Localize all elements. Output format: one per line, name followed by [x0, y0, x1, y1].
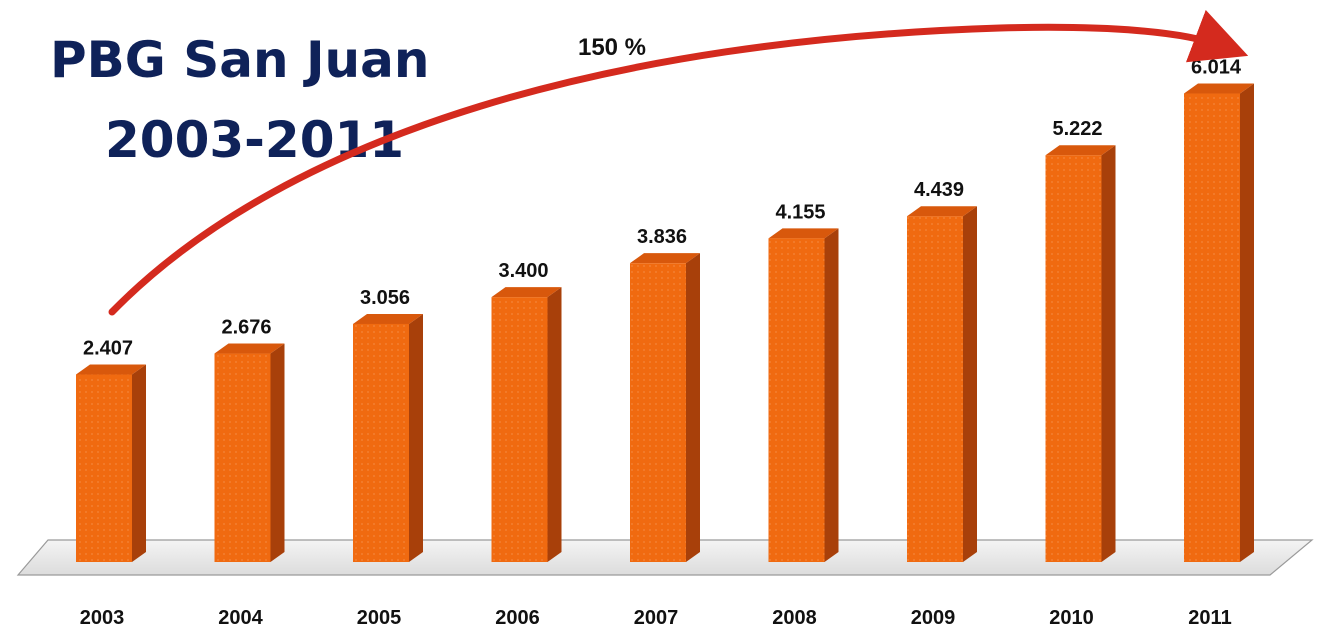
- bar-2004: [214, 343, 285, 562]
- bar-2005: [353, 313, 423, 562]
- bar-2011: [1184, 83, 1254, 562]
- bar-top: [630, 253, 700, 264]
- bar-2010: [1045, 145, 1116, 562]
- bar-2007: [630, 253, 700, 562]
- year-labels-layer: 2003 2004 2005 2006 2007 2008 2009 2010 2011: [80, 607, 1232, 629]
- x-tick-label: 2006: [495, 607, 540, 629]
- bar-texture: [768, 238, 825, 562]
- chart-title-line-1: PBG San Juan: [50, 31, 430, 89]
- bar-side: [270, 343, 285, 562]
- bars-layer: [76, 83, 1254, 562]
- bar-side: [409, 313, 423, 562]
- x-tick-label: 2003: [80, 607, 125, 629]
- bar-texture: [214, 353, 271, 562]
- chart-title-line-2: 2003-2011: [105, 111, 405, 169]
- bar-side: [963, 206, 977, 562]
- bar-texture: [76, 374, 132, 562]
- x-tick-label: 2005: [357, 607, 402, 629]
- bar-top: [1184, 83, 1254, 94]
- bar-side: [1240, 83, 1254, 562]
- x-tick-label: 2008: [772, 607, 817, 629]
- bar-top: [1045, 145, 1116, 156]
- bar-texture: [353, 323, 409, 562]
- x-tick-label: 2009: [911, 607, 956, 629]
- value-label: 5.222: [1052, 118, 1102, 140]
- bar-texture: [1184, 93, 1240, 562]
- bar-top: [907, 206, 977, 217]
- bar-top: [353, 313, 423, 324]
- bar-top: [768, 228, 839, 239]
- x-tick-label: 2010: [1049, 607, 1094, 629]
- bar-top: [76, 364, 146, 375]
- bar-texture: [630, 263, 686, 562]
- bar-side: [1101, 145, 1116, 562]
- value-label: 3.400: [498, 260, 548, 282]
- bar-top: [491, 287, 562, 298]
- bar-texture: [1045, 155, 1102, 562]
- value-label: 2.407: [83, 337, 133, 359]
- value-label: 4.439: [914, 179, 964, 201]
- value-label: 3.836: [637, 226, 687, 248]
- value-label: 4.155: [775, 201, 825, 223]
- value-label: 3.056: [360, 287, 410, 309]
- bar-texture: [907, 216, 963, 562]
- bar-side: [547, 287, 562, 562]
- value-labels-layer: 2.407 2.676 3.056 3.400 3.836 4.155 4.439 5.222…: [83, 57, 1242, 360]
- value-label: 6.014: [1191, 57, 1242, 79]
- bar-texture: [491, 297, 548, 562]
- x-tick-label: 2004: [218, 607, 263, 629]
- bar-side: [132, 364, 146, 562]
- x-tick-label: 2007: [634, 607, 679, 629]
- bar-2006: [491, 287, 562, 562]
- value-label: 2.676: [221, 317, 271, 339]
- bar-top: [214, 343, 285, 354]
- x-tick-label: 2011: [1188, 607, 1231, 629]
- growth-annotation: 150 %: [578, 34, 646, 61]
- bar-2008: [768, 228, 839, 562]
- growth-arrow: [108, 9, 1249, 316]
- bar-side: [686, 253, 700, 562]
- bar-2003: [76, 364, 146, 562]
- bar-2009: [907, 206, 977, 562]
- bar-side: [824, 228, 839, 562]
